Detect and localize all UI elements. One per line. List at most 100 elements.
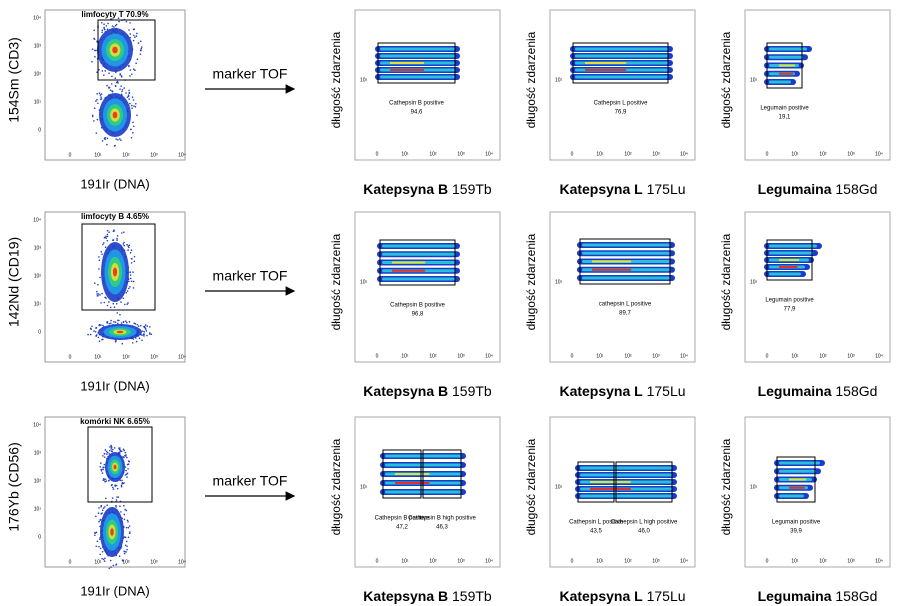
event-dot xyxy=(122,448,125,451)
event-dot xyxy=(133,322,135,325)
event-dot xyxy=(100,96,102,98)
event-dot xyxy=(115,138,117,140)
x-axis-channel: 175Lu xyxy=(647,588,686,604)
x-axis-label: Katepsyna B 159Tb xyxy=(363,383,492,399)
event-dot xyxy=(109,306,112,309)
x-tick-label: 10¹ xyxy=(94,559,102,565)
event-dot xyxy=(95,334,98,336)
event-dot xyxy=(106,453,108,455)
x-tick-label: 10⁴ xyxy=(875,151,883,157)
event-dot xyxy=(141,339,143,342)
event-dot xyxy=(120,75,123,77)
density-band xyxy=(585,69,627,71)
density-band xyxy=(769,272,801,276)
density-band xyxy=(592,268,632,271)
event-dot xyxy=(136,58,139,61)
density-band xyxy=(580,473,672,477)
x-tick-label: 0 xyxy=(376,151,379,157)
x-axis-channel: 159Tb xyxy=(452,181,492,197)
event-dot xyxy=(101,29,104,32)
event-dot xyxy=(118,138,121,140)
x-tick-label: 10² xyxy=(819,353,827,359)
density-band xyxy=(779,72,794,75)
x-tick-label: 0 xyxy=(69,559,72,565)
event-dot xyxy=(110,566,112,568)
event-dot xyxy=(98,92,101,94)
event-dot xyxy=(101,140,104,142)
gate-label: Cathepsin L positive xyxy=(594,101,648,107)
x-axis-label: Katepsyna L 175Lu xyxy=(559,383,685,399)
gate-value: 77,9 xyxy=(784,307,796,313)
event-dot xyxy=(96,118,99,121)
density-band xyxy=(575,54,668,58)
x-tick-label: 10⁴ xyxy=(680,558,688,564)
event-dot xyxy=(115,504,117,507)
density xyxy=(113,464,117,470)
event-dot xyxy=(126,243,128,246)
y-tick-label: 10¹ xyxy=(34,301,42,307)
event-dot xyxy=(99,276,101,279)
event-dot xyxy=(99,462,102,464)
y-axis-label: 176Yb (CD56) xyxy=(6,442,22,532)
x-axis-channel: 175Lu xyxy=(647,181,686,197)
x-tick-label: 10¹ xyxy=(401,151,409,157)
event-dot xyxy=(89,333,92,336)
event-dot xyxy=(126,290,129,292)
event-dot xyxy=(119,313,121,316)
event-dot xyxy=(93,29,96,32)
event-dot xyxy=(111,25,114,27)
x-axis-channel: 175Lu xyxy=(647,383,686,399)
event-dot xyxy=(116,487,119,490)
x-tick-label: 0 xyxy=(766,151,769,157)
x-tick-label: 10³ xyxy=(150,559,158,565)
event-dot xyxy=(106,137,109,140)
event-dot xyxy=(120,85,122,87)
event-dot xyxy=(135,35,138,37)
event-dot xyxy=(109,559,112,562)
event-dot xyxy=(119,88,121,90)
density-band xyxy=(582,243,670,247)
event-dot xyxy=(119,449,121,451)
event-dot xyxy=(123,513,126,516)
event-dot xyxy=(136,114,138,117)
event-dot xyxy=(127,468,129,470)
event-dot xyxy=(110,83,113,85)
event-dot xyxy=(125,20,128,23)
event-dot xyxy=(102,468,104,471)
event-dot xyxy=(128,98,130,100)
event-dot xyxy=(104,557,106,560)
event-dot xyxy=(109,89,112,91)
event-dot xyxy=(114,340,117,343)
event-dot xyxy=(126,476,128,478)
density xyxy=(112,267,118,277)
gate-label: cathepsin L positive xyxy=(599,302,652,308)
event-dot xyxy=(122,482,124,485)
event-dot xyxy=(95,132,98,134)
x-tick-label: 10⁴ xyxy=(178,559,186,565)
y-tick-label: 10¹ xyxy=(750,77,758,83)
plot-frame xyxy=(354,9,501,161)
event-dot xyxy=(125,540,128,543)
event-dot xyxy=(91,114,94,117)
event-dot xyxy=(112,564,115,567)
event-dot xyxy=(102,242,105,244)
event-dot xyxy=(101,557,103,560)
event-dot xyxy=(110,445,113,447)
event-dot xyxy=(94,330,97,333)
gate-label: Legumain positive xyxy=(765,298,814,304)
arrow-label: marker TOF xyxy=(213,66,288,82)
event-dot xyxy=(139,49,142,52)
y-tick-label: 10³ xyxy=(34,43,42,49)
y-tick-label: 10¹ xyxy=(555,279,563,285)
x-tick-label: 10¹ xyxy=(596,558,604,564)
density-band xyxy=(779,469,816,473)
density-band xyxy=(590,481,631,483)
density xyxy=(116,330,124,334)
x-tick-label: 0 xyxy=(69,152,72,158)
event-dot xyxy=(96,71,98,74)
y-axis-label: długość zdarzenia xyxy=(329,233,343,330)
event-dot xyxy=(128,244,131,247)
event-dot xyxy=(132,39,135,42)
density-band xyxy=(769,47,807,51)
event-dot xyxy=(139,40,142,43)
